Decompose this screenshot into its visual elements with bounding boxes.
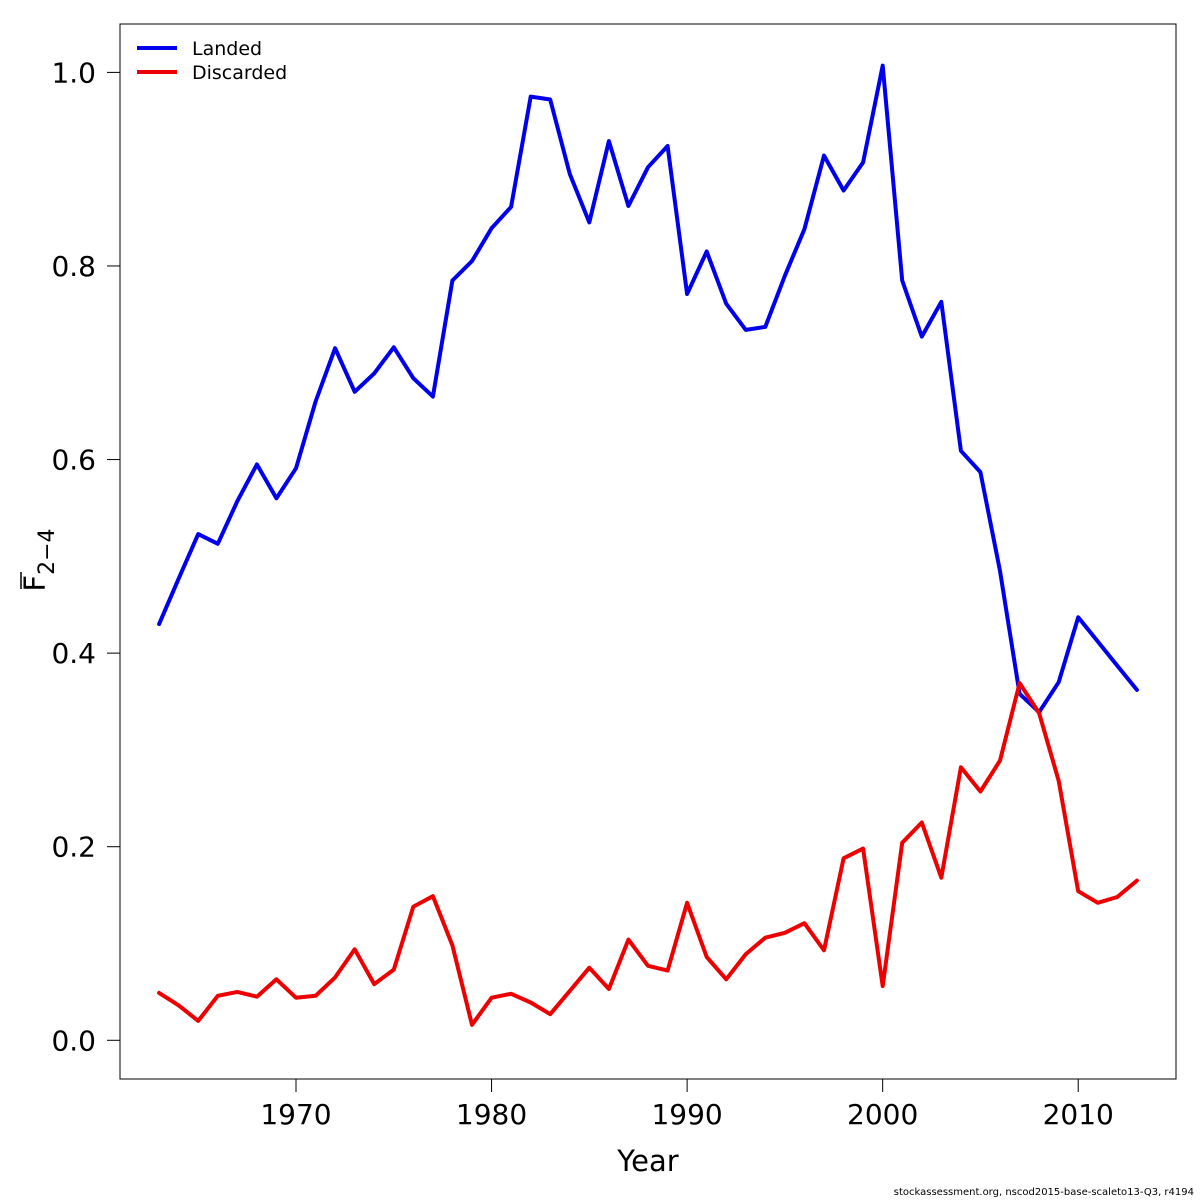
x-tick-label: 2010 bbox=[1043, 1098, 1114, 1131]
y-tick-label: 0.8 bbox=[51, 250, 96, 283]
y-tick-label: 1.0 bbox=[51, 56, 96, 89]
legend-label-landed: Landed bbox=[192, 38, 262, 60]
x-axis: 1970 1980 1990 2000 2010 bbox=[260, 1079, 1114, 1131]
x-axis-title: Year bbox=[616, 1144, 678, 1178]
y-tick-label: 0.2 bbox=[51, 831, 96, 864]
series-line-landed bbox=[157, 63, 1139, 715]
x-tick-label: 2000 bbox=[847, 1098, 918, 1131]
y-axis-title-main: F bbox=[18, 575, 52, 592]
footer-credit: stockassessment.org, nscod2015-base-scal… bbox=[893, 1187, 1194, 1198]
x-tick-label: 1980 bbox=[456, 1098, 527, 1131]
y-axis-title-sub: 2−4 bbox=[35, 528, 60, 574]
x-tick-label: 1990 bbox=[651, 1098, 722, 1131]
plot-box bbox=[119, 23, 1177, 1080]
legend-label-discarded: Discarded bbox=[192, 62, 287, 84]
y-tick-label: 0.0 bbox=[51, 1024, 96, 1057]
y-axis-title: F2−4 bbox=[18, 528, 60, 591]
x-tick-label: 1970 bbox=[260, 1098, 331, 1131]
legend: Landed Discarded bbox=[137, 38, 287, 84]
y-tick-label: 0.6 bbox=[51, 444, 96, 477]
series-line-discarded bbox=[157, 681, 1139, 1027]
svg-text:F2−4: F2−4 bbox=[18, 528, 60, 591]
y-tick-label: 0.4 bbox=[51, 637, 96, 670]
series-layer bbox=[157, 63, 1139, 1027]
y-axis: 0.0 0.2 0.4 0.6 0.8 1.0 bbox=[51, 56, 120, 1057]
